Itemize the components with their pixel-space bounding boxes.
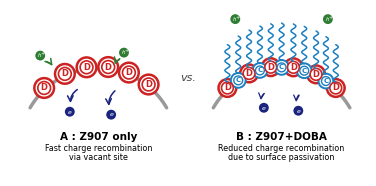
Circle shape bbox=[330, 82, 342, 94]
Text: D: D bbox=[312, 70, 320, 79]
Text: C: C bbox=[323, 78, 329, 84]
Circle shape bbox=[34, 78, 54, 98]
Circle shape bbox=[265, 61, 277, 73]
Text: via vacant site: via vacant site bbox=[69, 153, 128, 161]
Circle shape bbox=[274, 60, 289, 75]
Circle shape bbox=[123, 66, 135, 79]
Text: D: D bbox=[290, 63, 297, 72]
Circle shape bbox=[262, 58, 280, 76]
Circle shape bbox=[288, 61, 299, 73]
Circle shape bbox=[259, 103, 269, 113]
Text: D: D bbox=[145, 80, 152, 89]
Text: +: + bbox=[235, 15, 240, 20]
Circle shape bbox=[231, 73, 246, 88]
Circle shape bbox=[327, 79, 345, 97]
Text: +: + bbox=[328, 15, 332, 20]
Text: h: h bbox=[233, 17, 237, 22]
Circle shape bbox=[77, 57, 96, 77]
Circle shape bbox=[285, 58, 302, 76]
Text: Fast charge recombination: Fast charge recombination bbox=[45, 144, 152, 153]
Circle shape bbox=[80, 61, 93, 74]
Text: due to surface passivation: due to surface passivation bbox=[228, 153, 335, 161]
Text: C: C bbox=[257, 68, 262, 73]
Text: D: D bbox=[224, 84, 231, 92]
Circle shape bbox=[35, 51, 45, 60]
Text: A : Z907 only: A : Z907 only bbox=[60, 132, 137, 142]
Text: vs.: vs. bbox=[180, 73, 196, 83]
Text: D: D bbox=[332, 84, 339, 92]
Circle shape bbox=[221, 82, 233, 94]
Text: e: e bbox=[68, 110, 72, 115]
Circle shape bbox=[253, 63, 267, 78]
Circle shape bbox=[321, 77, 331, 86]
Circle shape bbox=[255, 66, 264, 75]
Circle shape bbox=[300, 66, 309, 75]
Text: h: h bbox=[38, 53, 41, 58]
Circle shape bbox=[139, 75, 158, 94]
Text: D: D bbox=[246, 69, 253, 78]
Text: D: D bbox=[61, 69, 68, 78]
Circle shape bbox=[119, 48, 129, 57]
Text: C: C bbox=[236, 77, 241, 83]
Circle shape bbox=[318, 74, 333, 88]
Circle shape bbox=[310, 68, 322, 80]
Circle shape bbox=[243, 68, 255, 79]
Text: D: D bbox=[83, 63, 90, 72]
Text: h: h bbox=[122, 50, 125, 55]
Text: B : Z907+DOBA: B : Z907+DOBA bbox=[236, 132, 327, 142]
Circle shape bbox=[102, 61, 115, 73]
Text: D: D bbox=[126, 68, 132, 77]
Circle shape bbox=[240, 65, 258, 82]
Text: D: D bbox=[41, 84, 48, 92]
Circle shape bbox=[106, 110, 116, 120]
Circle shape bbox=[99, 57, 118, 77]
Circle shape bbox=[142, 78, 155, 91]
Circle shape bbox=[218, 79, 236, 97]
Circle shape bbox=[234, 76, 243, 85]
Text: C: C bbox=[279, 64, 284, 70]
Circle shape bbox=[277, 63, 286, 72]
Text: e: e bbox=[109, 113, 113, 118]
Circle shape bbox=[307, 65, 325, 83]
Text: +: + bbox=[40, 51, 44, 56]
Circle shape bbox=[65, 107, 75, 117]
Circle shape bbox=[323, 14, 333, 24]
Circle shape bbox=[297, 63, 312, 78]
Text: h: h bbox=[326, 17, 329, 22]
Text: +: + bbox=[124, 48, 128, 53]
Circle shape bbox=[119, 63, 139, 82]
Circle shape bbox=[38, 82, 51, 94]
Text: Reduced charge recombination: Reduced charge recombination bbox=[218, 144, 345, 153]
Circle shape bbox=[293, 106, 303, 116]
Text: e: e bbox=[296, 108, 300, 113]
Circle shape bbox=[230, 14, 240, 24]
Circle shape bbox=[55, 64, 75, 84]
Text: e: e bbox=[262, 106, 266, 110]
Text: D: D bbox=[267, 63, 274, 72]
Circle shape bbox=[58, 68, 71, 80]
Text: C: C bbox=[302, 68, 307, 74]
Text: D: D bbox=[105, 62, 112, 72]
